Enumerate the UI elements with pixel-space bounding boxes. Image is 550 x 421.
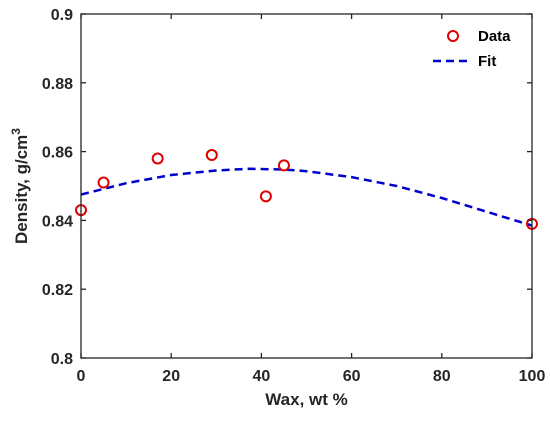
x-tick-label: 80: [433, 368, 451, 385]
y-axis-label-main: Density, g/cm: [12, 135, 31, 244]
y-tick-label: 0.9: [51, 7, 73, 24]
plot-area: [81, 14, 532, 358]
y-tick-label: 0.88: [42, 76, 73, 93]
ticks-layer: [80, 13, 533, 359]
legend: Data Fit: [433, 28, 511, 70]
x-tick-label: 100: [519, 368, 546, 385]
data-point: [97, 176, 110, 189]
legend-data-marker: [447, 30, 459, 42]
x-tick-label: 20: [162, 368, 180, 385]
y-axis-label-superscript: 3: [9, 128, 23, 135]
data-point: [151, 152, 164, 165]
legend-fit-label: Fit: [478, 53, 496, 70]
tick-labels: 0 20 40 60 80 100 0.8 0.82 0.84 0.86 0.88 0.9: [42, 7, 546, 385]
axes-box: [80, 13, 533, 359]
fit-line: [80, 167, 533, 227]
y-tick-label: 0.86: [42, 145, 73, 162]
y-tick-label: 0.82: [42, 282, 73, 299]
x-tick-label: 0: [77, 368, 86, 385]
y-axis-label: Density, g/cm3: [9, 128, 31, 244]
y-tick-label: 0.84: [42, 213, 73, 230]
x-axis-label: Wax, wt %: [265, 390, 348, 409]
y-tick-label: 0.8: [51, 351, 73, 368]
data-point: [277, 159, 290, 172]
data-point: [259, 190, 272, 203]
data-point: [205, 149, 218, 162]
legend-data-label: Data: [478, 28, 511, 45]
x-tick-label: 40: [253, 368, 271, 385]
x-tick-label: 60: [343, 368, 361, 385]
